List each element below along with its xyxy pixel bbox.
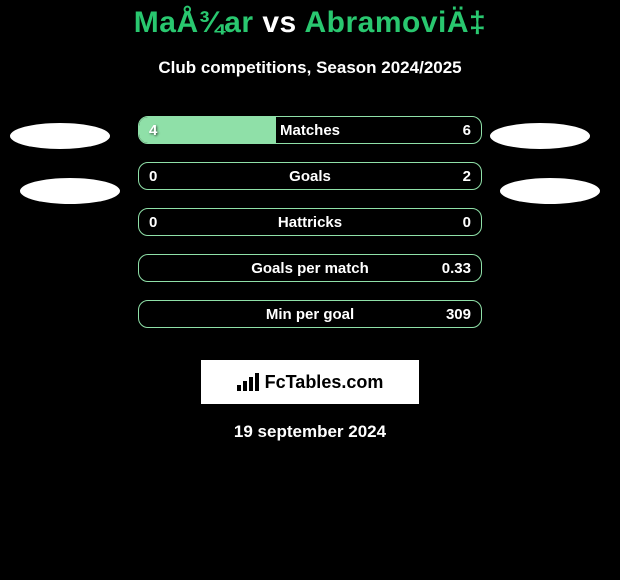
source-logo-text: FcTables.com xyxy=(265,372,384,393)
stat-bar-fill xyxy=(139,117,276,143)
stat-value-left: 4 xyxy=(149,117,157,143)
stat-label: Goals xyxy=(289,163,331,189)
stat-bar: 0 Goals 2 xyxy=(138,162,482,190)
stat-value-left: 0 xyxy=(149,163,157,189)
stat-label: Min per goal xyxy=(266,301,354,327)
stat-row: Min per goal 309 xyxy=(0,300,620,328)
stat-value-right: 309 xyxy=(446,301,471,327)
stat-label: Matches xyxy=(280,117,340,143)
stat-row: 0 Hattricks 0 xyxy=(0,208,620,236)
stats-container: 4 Matches 6 0 Goals 2 0 Hattricks 0 Goals per mat… xyxy=(0,78,620,328)
subtitle: Club competitions, Season 2024/2025 xyxy=(158,58,461,78)
right-avatar-placeholder xyxy=(490,123,590,149)
stat-value-left: 0 xyxy=(149,209,157,235)
stat-bar: Min per goal 309 xyxy=(138,300,482,328)
stat-bar: 4 Matches 6 xyxy=(138,116,482,144)
right-avatar-placeholder xyxy=(500,178,600,204)
page-title: MaÅ¾ar vs AbramoviÄ‡ xyxy=(134,6,486,40)
root: MaÅ¾ar vs AbramoviÄ‡ Club competitions, … xyxy=(0,0,620,442)
stat-value-right: 6 xyxy=(463,117,471,143)
stat-bar: Goals per match 0.33 xyxy=(138,254,482,282)
left-avatar-placeholder xyxy=(10,123,110,149)
title-right: AbramoviÄ‡ xyxy=(304,6,486,39)
stat-value-right: 0.33 xyxy=(442,255,471,281)
stat-label: Hattricks xyxy=(278,209,342,235)
date-label: 19 september 2024 xyxy=(234,422,386,442)
bars-icon xyxy=(237,373,259,391)
left-avatar-placeholder xyxy=(20,178,120,204)
stat-value-right: 2 xyxy=(463,163,471,189)
source-logo: FcTables.com xyxy=(201,360,419,404)
title-left: MaÅ¾ar xyxy=(134,6,254,39)
stat-bar: 0 Hattricks 0 xyxy=(138,208,482,236)
stat-value-right: 0 xyxy=(463,209,471,235)
stat-row: Goals per match 0.33 xyxy=(0,254,620,282)
stat-label: Goals per match xyxy=(251,255,369,281)
title-vs: vs xyxy=(262,6,296,39)
